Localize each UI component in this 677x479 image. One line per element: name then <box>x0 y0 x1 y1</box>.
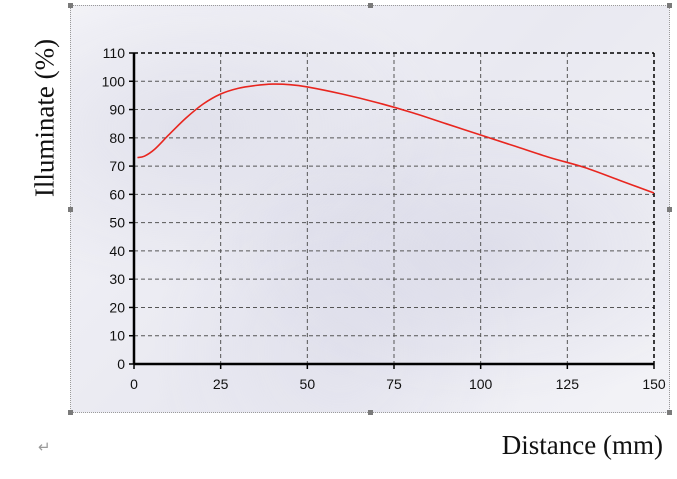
x-tick-label: 0 <box>130 376 138 392</box>
paragraph-return-icon: ↵ <box>38 438 51 456</box>
y-tick-label: 50 <box>109 215 125 231</box>
x-axis-title: Distance (mm) <box>501 430 663 460</box>
resize-handle-bottom-right[interactable] <box>667 410 672 415</box>
y-tick-label: 70 <box>109 158 125 174</box>
resize-handle-bottom-left[interactable] <box>68 410 73 415</box>
y-tick-label: 60 <box>109 186 125 202</box>
y-tick-label: 0 <box>117 356 125 372</box>
y-tick-label: 90 <box>109 102 125 118</box>
y-tick-label: 40 <box>109 243 125 259</box>
resize-handle-top-left[interactable] <box>68 3 73 8</box>
series-line <box>137 83 655 194</box>
resize-handle-bottom[interactable] <box>368 410 373 415</box>
y-tick-label: 30 <box>109 271 125 287</box>
resize-handle-top-right[interactable] <box>667 3 672 8</box>
x-tick-label: 125 <box>556 376 580 392</box>
chart-frame[interactable] <box>68 3 672 415</box>
x-tick-label: 50 <box>300 376 316 392</box>
y-tick-label: 100 <box>102 73 126 89</box>
x-tick-label: 25 <box>213 376 229 392</box>
resize-handle-top[interactable] <box>368 3 373 8</box>
x-tick-label: 150 <box>642 376 666 392</box>
y-tick-label: 10 <box>109 328 125 344</box>
y-tick-label: 110 <box>103 45 126 61</box>
y-tick-label: 80 <box>109 130 125 146</box>
resize-handle-right[interactable] <box>667 207 672 212</box>
y-axis-title: Illuminate (%) <box>29 38 60 198</box>
x-tick-label: 75 <box>386 376 402 392</box>
resize-handle-left[interactable] <box>68 207 73 212</box>
x-tick-label: 100 <box>469 376 493 392</box>
y-tick-label: 20 <box>109 299 125 315</box>
